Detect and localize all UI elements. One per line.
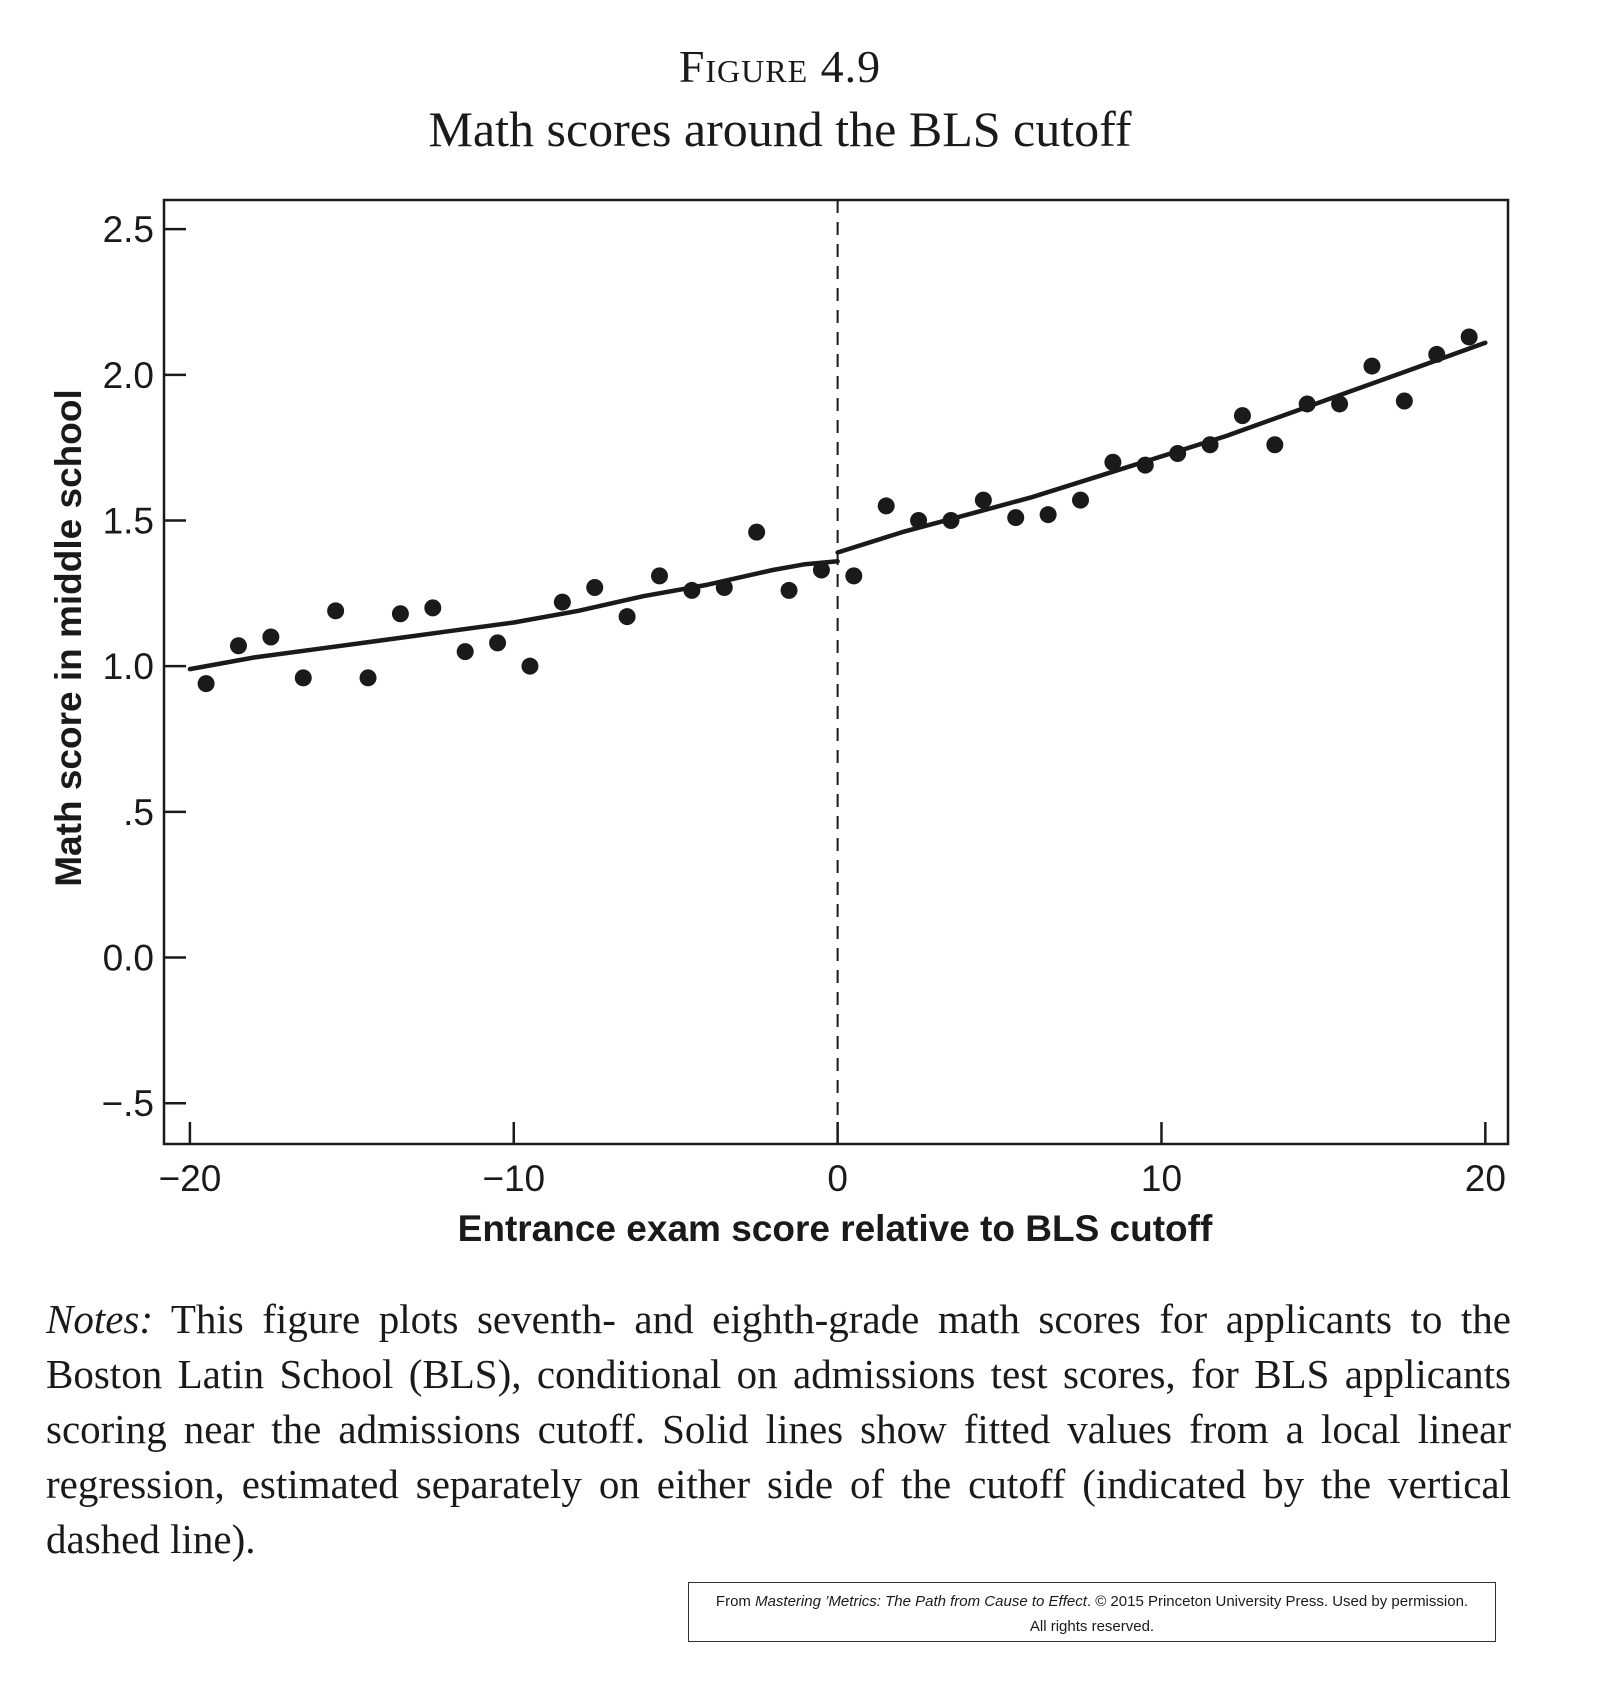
data-point: [1233, 407, 1251, 425]
x-tick-label: 10: [1141, 1158, 1182, 1199]
data-point: [327, 602, 345, 620]
data-point: [877, 497, 895, 515]
data-point: [1201, 436, 1219, 454]
data-point: [424, 599, 442, 617]
y-tick-label: 2.5: [103, 209, 154, 250]
x-tick-label: 0: [827, 1158, 848, 1199]
data-point: [748, 523, 766, 541]
x-tick-label: −10: [482, 1158, 545, 1199]
data-point: [780, 581, 798, 599]
data-point: [683, 581, 701, 599]
data-point: [1331, 395, 1349, 413]
data-point: [391, 605, 409, 623]
data-point: [262, 628, 280, 646]
y-tick-label: 1.0: [103, 646, 154, 687]
scatter-chart: Math score in middle school Entrance exa…: [48, 198, 1510, 1249]
data-point: [553, 593, 571, 611]
data-point: [294, 669, 312, 687]
data-point: [456, 643, 474, 661]
y-tick-label: 1.5: [103, 500, 154, 541]
data-point: [1007, 509, 1025, 527]
x-tick-label: 20: [1465, 1158, 1506, 1199]
data-point: [1136, 456, 1154, 474]
data-point: [812, 561, 830, 579]
data-point: [1266, 436, 1284, 454]
y-tick-label: −.5: [102, 1083, 154, 1124]
data-point: [1298, 395, 1316, 413]
credit-line-2: All rights reserved.: [1029, 1618, 1155, 1635]
data-point: [1428, 345, 1446, 363]
y-tick-label: .5: [123, 792, 154, 833]
data-point: [1395, 392, 1413, 410]
data-point: [1363, 357, 1381, 375]
figure-title: Math scores around the BLS cutoff: [428, 101, 1132, 157]
data-point: [229, 637, 247, 655]
y-tick-label: 2.0: [103, 355, 154, 396]
data-point: [942, 511, 960, 529]
data-point: [1072, 491, 1090, 509]
credit-rest: . © 2015 Princeton University Press. Use…: [1086, 1593, 1469, 1610]
y-axis-title-group: Math score in middle school: [48, 389, 89, 887]
fitted-line-left: [187, 559, 840, 672]
figure-notes: Notes: This figure plots seventh- and ei…: [46, 1292, 1511, 1567]
data-point: [1104, 453, 1122, 471]
data-point: [359, 669, 377, 687]
data-point: [1169, 444, 1187, 462]
fitted-line-right: [835, 340, 1488, 555]
data-point: [586, 579, 604, 597]
plot-area: −.5 0.0 .5 1.0 1.5 2.0 2.5 −20 −10 0 10 20: [102, 198, 1510, 1199]
data-point: [489, 634, 507, 652]
data-point: [618, 608, 636, 626]
credit-book-title: Mastering ’Metrics: The Path from Cause …: [755, 1593, 1087, 1610]
credit-from: From: [715, 1593, 756, 1610]
x-tick-label: −20: [159, 1158, 222, 1199]
y-tick-label: 0.0: [103, 938, 154, 979]
data-point: [715, 579, 733, 597]
data-point: [974, 491, 992, 509]
data-point: [910, 511, 928, 529]
figure-label: Figure 4.9: [678, 41, 882, 92]
plot-frame: [162, 198, 1510, 1146]
notes-lead: Notes:: [46, 1296, 154, 1342]
data-point: [521, 657, 539, 675]
y-axis-title: Math score in middle school: [48, 389, 89, 887]
x-axis-title: Entrance exam score relative to BLS cuto…: [458, 1208, 1213, 1249]
copyright-credit: From Mastering ’Metrics: The Path from C…: [688, 1582, 1496, 1642]
data-point: [650, 567, 668, 585]
data-point: [845, 567, 863, 585]
data-point: [1460, 328, 1478, 346]
data-point: [197, 675, 215, 693]
notes-text: This figure plots seventh- and eighth-gr…: [46, 1296, 1511, 1562]
credit-line-1: From Mastering ’Metrics: The Path from C…: [689, 1589, 1495, 1614]
data-point: [1039, 506, 1057, 524]
